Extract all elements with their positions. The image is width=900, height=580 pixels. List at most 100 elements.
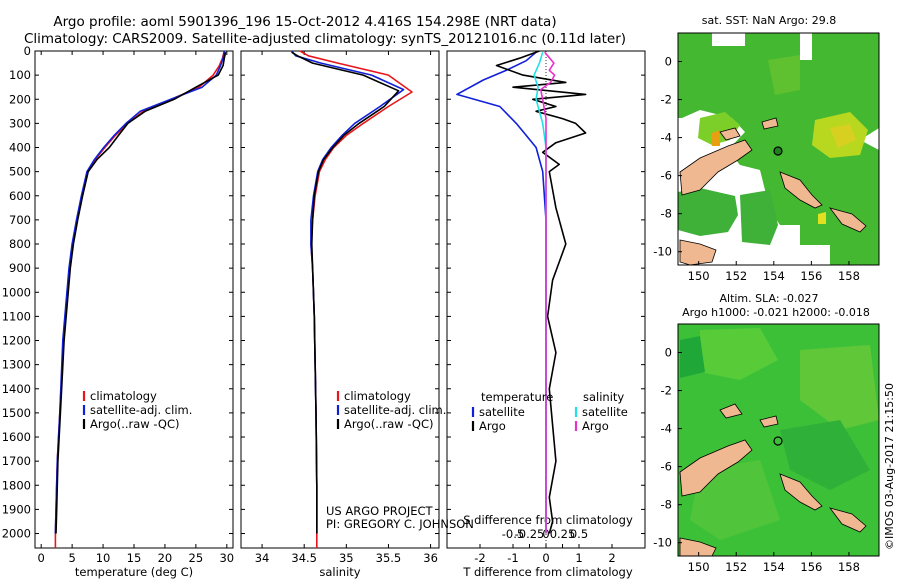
y-tick-label: 500 — [9, 165, 31, 179]
t-tick-label: 0 — [542, 551, 549, 565]
sla-argo-marker — [773, 436, 783, 446]
sla-land — [679, 403, 867, 557]
y-tick-label: 0 — [24, 44, 31, 58]
map-y-tick-label: -4 — [661, 131, 672, 145]
map-y-tick-label: 0 — [665, 55, 672, 69]
map-axes-3: 150 152 154 156 158 0 -2 -4 -6 -8 -10 — [653, 55, 860, 283]
map-axes-4: 150 152 154 156 158 0 -2 -4 -6 -8 -10 — [653, 346, 860, 574]
y-tick-label: 300 — [9, 116, 31, 130]
sst-land — [679, 117, 867, 266]
legend-label-salinity_argo: Argo — [582, 419, 609, 433]
x-tick-label: 0 — [38, 551, 45, 565]
x-tick-label: 34.5 — [291, 551, 317, 565]
x-tick-label: 10 — [96, 551, 111, 565]
map-x-tick-label: 152 — [725, 269, 747, 283]
t-tick-label: -2 — [474, 551, 485, 565]
x-tick-label: 34 — [255, 551, 270, 565]
temperature-xlabel: temperature (deg C) — [75, 565, 193, 579]
y-tick-label: 1300 — [2, 358, 31, 372]
map-y-tick-label: -10 — [653, 245, 672, 259]
series-line-argo — [55, 52, 227, 534]
map-x-tick-label: 158 — [838, 269, 860, 283]
x-tick-label: 35 — [339, 551, 354, 565]
t-tick-label: 1 — [575, 551, 582, 565]
series-line-s-satellite — [533, 51, 547, 534]
t-difference-xlabel: T difference from climatology — [462, 565, 633, 579]
x-tick-label: 5 — [68, 551, 75, 565]
y-tick-label: 2000 — [2, 527, 31, 541]
sla-map-title-1: Altim. SLA: -0.027 — [719, 292, 818, 305]
map-x-tick-label: 154 — [763, 560, 785, 574]
x-tick-label: 15 — [127, 551, 142, 565]
title-line-2: Climatology: CARS2009. Satellite-adjuste… — [24, 31, 626, 47]
t-tick-label: -1 — [507, 551, 518, 565]
sst-argo-marker — [773, 146, 783, 156]
map-y-tick-label: -10 — [653, 536, 672, 550]
series-line-t-argo — [495, 50, 587, 534]
map-x-tick-label: 158 — [838, 560, 860, 574]
x-tick-label: 30 — [219, 551, 234, 565]
difference-panel: S difference from climatology T differen… — [446, 50, 646, 579]
legend-label-satellite: satellite — [479, 405, 525, 419]
legend-label-argo: Argo(..raw -QC) — [90, 417, 180, 431]
y-tick-label: 1400 — [2, 382, 31, 396]
legend-title-salinity: salinity — [583, 390, 624, 404]
y-tick-label: 900 — [9, 261, 31, 275]
series-line-satellite — [54, 50, 226, 534]
s-tick-label: -0.5 — [502, 527, 524, 541]
map-y-tick-label: -4 — [661, 422, 672, 436]
s-tick-label: 0 — [542, 527, 549, 541]
legend-label-climatology: climatology — [344, 389, 411, 403]
sla-map: Altim. SLA: -0.027 Argo h1000: -0.021 h2… — [677, 292, 880, 557]
y-tick-label: 1000 — [2, 285, 31, 299]
y-tick-label: 700 — [9, 213, 31, 227]
map-y-tick-label: -8 — [661, 498, 672, 512]
map-x-tick-label: 154 — [763, 269, 785, 283]
sst-map-frame — [677, 32, 880, 266]
map-y-tick-label: -6 — [661, 460, 672, 474]
salinity-xlabel: salinity — [319, 565, 360, 579]
y-tick-label: 800 — [9, 237, 31, 251]
t-tick-label: 2 — [608, 551, 615, 565]
sla-map-frame — [677, 323, 880, 557]
y-tick-label: 1900 — [2, 502, 31, 516]
legend-label-satellite: satellite-adj. clim. — [344, 403, 446, 417]
series-line-climatology — [54, 50, 226, 548]
x-tick-label: 35.5 — [376, 551, 402, 565]
s-tick-label: 0.5 — [570, 527, 588, 541]
x-tick-label: 36 — [423, 551, 438, 565]
series-line-satellite — [290, 50, 405, 534]
y-tick-label: 1800 — [2, 478, 31, 492]
map-x-tick-label: 156 — [800, 560, 822, 574]
x-tick-label: 25 — [189, 551, 204, 565]
map-x-tick-label: 152 — [725, 560, 747, 574]
y-tick-label: 1500 — [2, 406, 31, 420]
x-tick-label: 20 — [158, 551, 173, 565]
sla-map-title-2: Argo h1000: -0.021 h2000: -0.018 — [682, 306, 870, 319]
y-tick-label: 1200 — [2, 334, 31, 348]
map-x-tick-label: 150 — [688, 269, 710, 283]
legend-label-argo: Argo(..raw -QC) — [344, 417, 434, 431]
title-line-1: Argo profile: aoml 5901396_196 15-Oct-20… — [53, 14, 556, 30]
pi-credit: PI: GREGORY C. JOHNSON — [326, 517, 474, 531]
imos-credit: ©IMOS 03-Aug-2017 21:15:50 — [883, 383, 896, 550]
y-tick-label: 400 — [9, 141, 31, 155]
s-difference-label: S difference from climatology — [463, 513, 633, 527]
legend-label-argo: Argo — [479, 419, 506, 433]
s-tick-label: 0.25 — [550, 527, 576, 541]
legend-label-climatology: climatology — [90, 389, 157, 403]
temperature-panel: temperature (deg C) 01002003004005006007… — [2, 44, 234, 579]
series-line-s-argo — [539, 51, 556, 534]
project-credit: US ARGO PROJECT — [326, 504, 434, 518]
series-line-t-satellite — [456, 51, 547, 534]
map-x-tick-label: 150 — [688, 560, 710, 574]
map-y-tick-label: 0 — [665, 346, 672, 360]
legend-title-temperature: temperature — [481, 390, 553, 404]
y-tick-label: 1100 — [2, 309, 31, 323]
legend-label-salinity_satellite: satellite — [582, 405, 628, 419]
y-tick-label: 100 — [9, 68, 31, 82]
sst-map: sat. SST: NaN Argo: 29.8 — [677, 14, 880, 266]
sst-map-title: sat. SST: NaN Argo: 29.8 — [702, 14, 836, 27]
y-tick-label: 1600 — [2, 430, 31, 444]
